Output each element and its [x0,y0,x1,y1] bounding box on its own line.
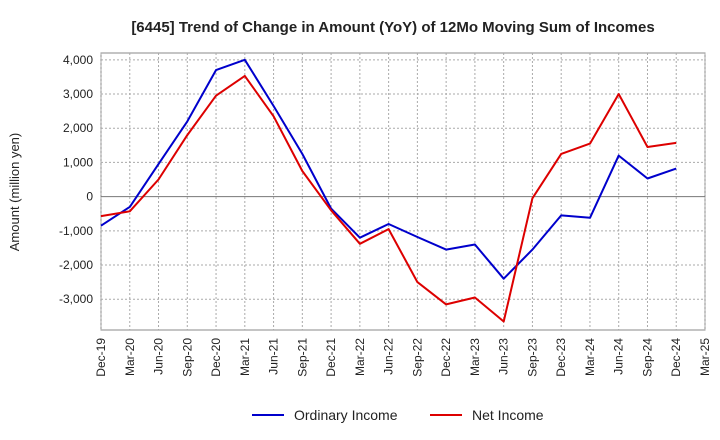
plot-area [100,52,706,331]
x-tick-label: Mar-23 [468,338,482,376]
x-tick-label: Sep-23 [525,338,539,377]
x-tick-label: Dec-22 [439,338,453,377]
y-tick-label: 3,000 [63,87,93,101]
x-tick-label: Mar-24 [583,338,597,376]
grid-layer [100,52,706,331]
x-tick-label: Jun-21 [267,338,281,375]
chart-title: [6445] Trend of Change in Amount (YoY) o… [131,19,654,36]
legend-label: Net Income [472,407,544,423]
y-tick-label: 0 [86,190,93,204]
x-tick-label: Sep-21 [295,338,309,377]
legend: Ordinary Income Net Income [252,407,544,423]
y-tick-label: -3,000 [59,292,93,306]
x-tick-label: Jun-22 [382,338,396,375]
x-tick-label: Sep-22 [410,338,424,377]
x-tick-label: Mar-25 [698,338,712,376]
x-tick-label: Mar-22 [353,338,367,376]
y-tick-label: 4,000 [63,53,93,67]
x-tick-label: Dec-19 [94,338,108,377]
x-tick-label: Jun-23 [497,338,511,375]
x-tick-label: Sep-24 [640,338,654,377]
y-tick-label: -1,000 [59,224,93,238]
x-tick-label: Dec-23 [554,338,568,377]
series-line-net-income [100,74,677,323]
x-tick-label: Jun-20 [152,338,166,375]
y-tick-label: -2,000 [59,258,93,272]
x-tick-label: Dec-24 [669,338,683,377]
y-tick-label: 1,000 [63,155,93,169]
y-axis-label: Amount (million yen) [7,133,22,252]
x-tick-label: Jun-24 [612,338,626,375]
axes-layer: 4,000 3,000 2,000 1,000 0 -1,000 -2,000 -3,000 D… [59,53,712,377]
x-tick-label: Dec-20 [209,338,223,377]
x-tick-label: Mar-21 [238,338,252,376]
x-tick-label: Dec-21 [324,338,338,377]
legend-label: Ordinary Income [294,407,398,423]
x-tick-label: Mar-20 [123,338,137,376]
x-tick-label: Sep-20 [180,338,194,377]
y-tick-label: 2,000 [63,121,93,135]
series-line-ordinary-income [100,58,677,280]
series-layer [100,58,677,323]
